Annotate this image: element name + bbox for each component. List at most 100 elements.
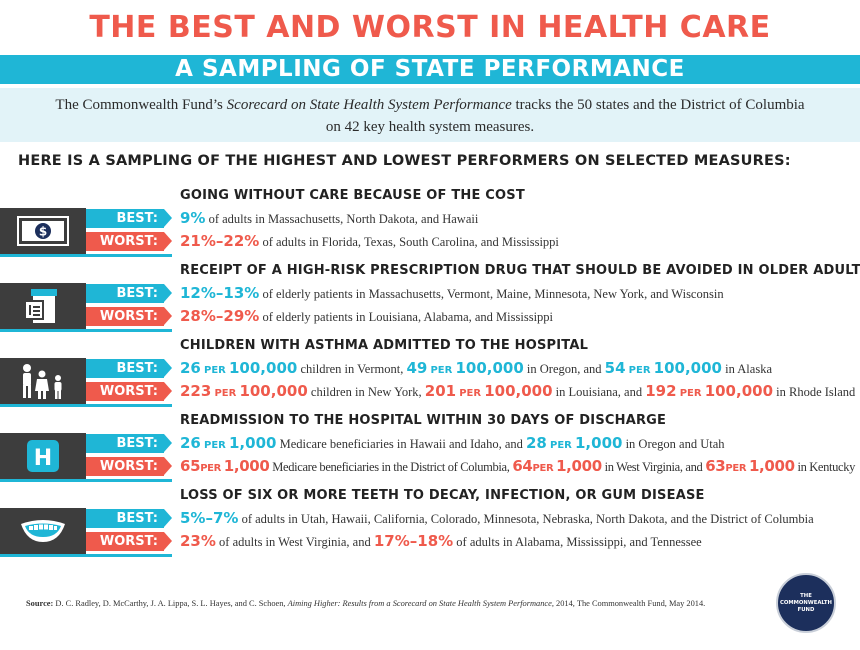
per-label: PER xyxy=(679,388,702,399)
worst-desc-3: in Rhode Island xyxy=(773,385,856,399)
measure-teeth: LOSS OF SIX OR MORE TEETH TO DECAY, INFE… xyxy=(0,488,860,558)
best-value-2: 49 xyxy=(406,359,428,377)
rate-unit: 1,000 xyxy=(229,434,277,452)
worst-label-arrow xyxy=(164,457,172,475)
worst-desc-1: children in New York, xyxy=(307,385,425,399)
rate-unit: 100,000 xyxy=(653,359,722,377)
per-label: PER xyxy=(214,388,237,399)
worst-desc: of adults in Florida, Texas, South Carol… xyxy=(259,235,559,249)
best-label: BEST: xyxy=(86,284,164,303)
worst-label: WORST: xyxy=(86,382,164,401)
best-label-arrow xyxy=(164,359,172,377)
best-text: 26 PER 1,000 Medicare beneficiaries in H… xyxy=(180,434,725,452)
worst-value-2: 201 xyxy=(424,382,457,400)
money-icon: $ xyxy=(0,208,86,254)
worst-label: WORST: xyxy=(86,232,164,251)
best-value-1: 26 xyxy=(180,434,201,452)
logo-line-1: THE xyxy=(800,592,812,599)
best-label-arrow xyxy=(164,284,172,302)
intro-text: The Commonwealth Fund’s Scorecard on Sta… xyxy=(0,88,860,142)
intro-before: The Commonwealth Fund’s xyxy=(55,97,227,113)
best-label-arrow xyxy=(164,509,172,527)
intro-line2: on 42 key health system measures. xyxy=(325,119,535,135)
best-label-arrow xyxy=(164,209,172,227)
per-label: PER xyxy=(459,388,482,399)
worst-desc-1: of adults in West Virginia, and xyxy=(215,535,374,549)
rate-unit: 100,000 xyxy=(239,382,308,400)
intro-after: tracks the 50 states and the District of… xyxy=(511,97,805,113)
best-value: 9% xyxy=(180,209,206,227)
best-desc-3: in Alaska xyxy=(722,362,772,376)
rate-unit: 100,000 xyxy=(455,359,524,377)
worst-value-2: 64 xyxy=(512,457,533,475)
worst-label: WORST: xyxy=(86,457,164,476)
worst-desc-2: of adults in Alabama, Mississippi, and T… xyxy=(453,535,702,549)
worst-desc: of elderly patients in Louisiana, Alabam… xyxy=(259,310,554,324)
best-text: 9% of adults in Massachusetts, North Dak… xyxy=(180,209,478,227)
per-label: PER xyxy=(532,463,554,474)
hospital-icon: H xyxy=(0,433,86,479)
best-value: 12%–13% xyxy=(180,284,260,302)
source-publisher: , 2014, The Commonwealth Fund, May 2014. xyxy=(551,599,706,608)
best-desc: of adults in Utah, Hawaii, California, C… xyxy=(238,512,814,526)
worst-label-arrow xyxy=(164,232,172,250)
per-label: PER xyxy=(204,440,226,451)
per-label: PER xyxy=(204,365,226,376)
prescription-bottle-icon xyxy=(0,283,86,329)
page-title: THE BEST AND WORST IN HEALTH CARE xyxy=(89,10,771,45)
intro-scorecard-title: Scorecard on State Health System Perform… xyxy=(226,97,512,113)
best-desc-2: in Oregon and Utah xyxy=(622,437,725,451)
shelf-line xyxy=(0,329,172,332)
rate-unit: 1,000 xyxy=(748,457,795,475)
measure-readmission: READMISSION TO THE HOSPITAL WITHIN 30 DA… xyxy=(0,413,860,483)
per-label: PER xyxy=(430,365,453,376)
rate-unit: 100,000 xyxy=(484,382,553,400)
measure-title: RECEIPT OF A HIGH-RISK PRESCRIPTION DRUG… xyxy=(180,263,860,278)
worst-value: 21%–22% xyxy=(180,232,260,250)
per-label: PER xyxy=(725,463,747,474)
shelf-line xyxy=(0,254,172,257)
best-label: BEST: xyxy=(86,209,164,228)
worst-value: 28%–29% xyxy=(180,307,260,325)
measure-title: LOSS OF SIX OR MORE TEETH TO DECAY, INFE… xyxy=(180,488,705,503)
per-label: PER xyxy=(200,463,221,474)
worst-text: 65PER 1,000 Medicare beneficiaries in th… xyxy=(180,457,855,475)
measure-asthma: CHILDREN WITH ASTHMA ADMITTED TO THE HOS… xyxy=(0,338,860,408)
worst-text: 23% of adults in West Virginia, and 17%–… xyxy=(180,532,702,550)
measure-title: READMISSION TO THE HOSPITAL WITHIN 30 DA… xyxy=(180,413,667,428)
worst-desc-2: in West Virginia, and xyxy=(601,460,706,474)
best-text: 12%–13% of elderly patients in Massachus… xyxy=(180,284,724,302)
per-label: PER xyxy=(628,365,651,376)
worst-value-1: 65 xyxy=(180,457,201,475)
source-report-title: Aiming Higher: Results from a Scorecard … xyxy=(287,599,552,608)
measure-cost: GOING WITHOUT CARE BECAUSE OF THE COST $… xyxy=(0,188,860,258)
source-authors: D. C. Radley, D. McCarthy, J. A. Lippa, … xyxy=(53,599,288,608)
worst-label: WORST: xyxy=(86,307,164,326)
worst-value-3: 192 xyxy=(645,382,677,400)
measure-prescription: RECEIPT OF A HIGH-RISK PRESCRIPTION DRUG… xyxy=(0,263,860,333)
source-citation: Source: D. C. Radley, D. McCarthy, J. A.… xyxy=(26,599,705,608)
best-desc-1: children in Vermont, xyxy=(297,362,407,376)
best-desc: of elderly patients in Massachusetts, Ve… xyxy=(259,287,724,301)
rate-unit: 1,000 xyxy=(556,457,602,475)
worst-text: 21%–22% of adults in Florida, Texas, Sou… xyxy=(180,232,559,250)
best-desc-1: Medicare beneficiaries in Hawaii and Ida… xyxy=(276,437,526,451)
rate-unit: 100,000 xyxy=(229,359,298,377)
worst-desc-1: Medicare beneficiaries in the District o… xyxy=(269,460,513,474)
family-icon xyxy=(0,358,86,404)
best-label: BEST: xyxy=(86,359,164,378)
measure-title: CHILDREN WITH ASTHMA ADMITTED TO THE HOS… xyxy=(180,338,589,353)
worst-label-arrow xyxy=(164,307,172,325)
best-label: BEST: xyxy=(86,509,164,528)
worst-desc-3: in Kentucky xyxy=(794,460,856,474)
best-text: 26 PER 100,000 children in Vermont, 49 P… xyxy=(180,359,772,377)
best-value-1: 26 xyxy=(180,359,201,377)
worst-text: 28%–29% of elderly patients in Louisiana… xyxy=(180,307,553,325)
best-label-arrow xyxy=(164,434,172,452)
smile-teeth-icon xyxy=(0,508,86,554)
best-desc: of adults in Massachusetts, North Dakota… xyxy=(205,212,479,226)
lead-heading: HERE IS A SAMPLING OF THE HIGHEST AND LO… xyxy=(18,153,791,169)
rate-unit: 100,000 xyxy=(704,382,774,400)
worst-label-arrow xyxy=(164,382,172,400)
best-label: BEST: xyxy=(86,434,164,453)
